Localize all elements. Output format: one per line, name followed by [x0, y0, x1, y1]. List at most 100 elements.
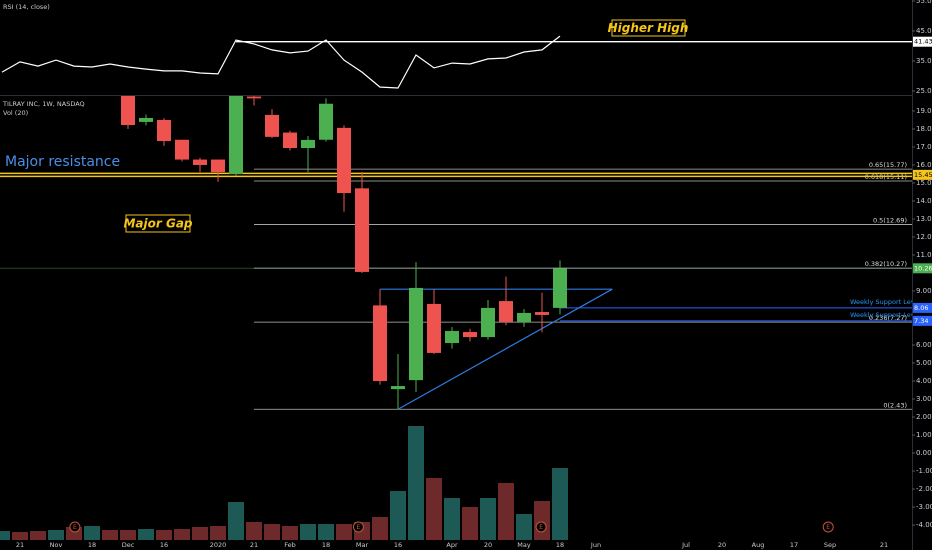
- volume-bar: [0, 531, 10, 540]
- volume-bar: [156, 530, 172, 540]
- x-tick-label: 20: [484, 541, 492, 549]
- fib-label: 0.5(12.69): [873, 217, 907, 225]
- resistance-note: Major resistance: [5, 154, 120, 170]
- candle-body: [139, 117, 153, 122]
- higher-high-note: Higher High: [608, 21, 689, 35]
- support-label: Weekly Support Level: [850, 298, 921, 306]
- price-title: TILRAY INC, 1W, NASDAQ: [2, 100, 85, 108]
- candle-body: [409, 287, 423, 381]
- volume-bar: [300, 524, 316, 540]
- x-tick-label: 17: [790, 541, 798, 549]
- y-tick-label: 12.00: [916, 233, 932, 241]
- price-tag-label: 41.43: [914, 38, 932, 46]
- candle-body: [247, 96, 261, 99]
- price-tag-label: 10.26: [914, 264, 932, 272]
- y-tick-label: 11.00: [916, 251, 932, 259]
- y-tick-label: 55.00: [916, 0, 932, 5]
- y-tick-label: 0.00: [916, 449, 932, 457]
- price-tag: [913, 36, 932, 47]
- candle-body: [337, 127, 351, 194]
- earnings-marker: [69, 521, 81, 533]
- candle-body: [157, 119, 171, 142]
- volume-bar: [228, 502, 244, 540]
- x-tick-label: Nov: [50, 541, 63, 549]
- y-tick-label: 4.00: [916, 377, 932, 385]
- y-tick-label: 16.00: [916, 161, 932, 169]
- y-tick-label: 5.00: [916, 359, 932, 367]
- volume-bar: [120, 530, 136, 540]
- candle-body: [445, 330, 459, 344]
- candle-body: [373, 305, 387, 382]
- candle-body: [265, 114, 279, 137]
- volume-bar: [498, 483, 514, 540]
- volume-bar: [138, 529, 154, 540]
- x-tick-label: Jul: [681, 541, 690, 549]
- volume-bar: [12, 532, 28, 540]
- y-tick-label: 18.00: [916, 125, 932, 133]
- y-tick-label: 45.00: [916, 27, 932, 35]
- price-tag-label: 8.06: [914, 304, 928, 312]
- volume-bar: [192, 527, 208, 540]
- y-tick-label: 35.00: [916, 57, 932, 65]
- x-tick-label: 21: [880, 541, 888, 549]
- y-tick-label: 1.00: [916, 431, 932, 439]
- price-pane: EEEE0.65(15.77)0.618(15.11)0.5(12.69)0.3…: [0, 96, 921, 540]
- earnings-marker: [822, 521, 834, 533]
- earnings-label: E: [826, 524, 830, 531]
- earnings-marker: [535, 521, 547, 533]
- candle-body: [193, 159, 207, 165]
- x-tick-label: Jun: [590, 541, 601, 549]
- y-tick-label: -2.00: [916, 485, 932, 493]
- y-tick-label: 2.00: [916, 413, 932, 421]
- x-tick-label: Apr: [446, 541, 458, 549]
- y-tick-label: 9.00: [916, 287, 932, 295]
- y-tick-label: 13.00: [916, 215, 932, 223]
- x-tick-label: 18: [88, 541, 96, 549]
- volume-bar: [246, 522, 262, 540]
- volume-bar: [48, 530, 64, 540]
- x-tick-label: 20: [718, 541, 726, 549]
- y-tick-label: 25.00: [916, 87, 932, 95]
- candle-body: [391, 386, 405, 390]
- x-tick-label: 16: [160, 541, 168, 549]
- fib-label: 0.65(15.77): [869, 161, 907, 169]
- x-tick-label: 18: [556, 541, 564, 549]
- price-tag: [913, 169, 932, 180]
- volume-bar: [318, 524, 334, 540]
- volume-bar: [336, 524, 352, 540]
- x-tick-label: 21: [16, 541, 24, 549]
- y-tick-label: 17.00: [916, 143, 932, 151]
- higher-high-box: [611, 19, 686, 37]
- volume-bar: [372, 517, 388, 540]
- y-tick-label: 19.00: [916, 107, 932, 115]
- volume-bar: [174, 529, 190, 540]
- price-tag: [913, 315, 932, 326]
- price-tag-label: 15.45: [914, 171, 932, 179]
- candle-body: [229, 96, 243, 174]
- earnings-label: E: [73, 524, 77, 531]
- price-tag: [913, 263, 932, 274]
- earnings-label: E: [539, 524, 543, 531]
- volume-bar: [30, 531, 46, 540]
- x-tick-label: Dec: [122, 541, 135, 549]
- volume-bar: [390, 491, 406, 540]
- y-tick-label: -1.00: [916, 467, 932, 475]
- axes: 55.00 45.00 35.00 25.00 41.43 19.00 18.00 17.00…: [16, 0, 932, 549]
- y-tick-label: 14.00: [916, 197, 932, 205]
- y-tick-label: 6.00: [916, 341, 932, 349]
- support-label: Weekly Support Level: [850, 311, 921, 319]
- fib-label: 0(2.43): [883, 401, 907, 409]
- candle-body: [283, 132, 297, 149]
- earnings-label: E: [357, 524, 361, 531]
- volume-bar: [282, 526, 298, 540]
- volume-bar: [102, 530, 118, 540]
- candle-body: [301, 139, 315, 149]
- gap-note: Major Gap: [123, 217, 192, 231]
- volume-bar: [552, 468, 568, 540]
- volume-title: Vol (20): [3, 109, 28, 117]
- earnings-marker: [352, 521, 364, 533]
- x-tick-label: Aug: [752, 541, 765, 549]
- volume-bar: [462, 507, 478, 540]
- volume-bar: [264, 524, 280, 540]
